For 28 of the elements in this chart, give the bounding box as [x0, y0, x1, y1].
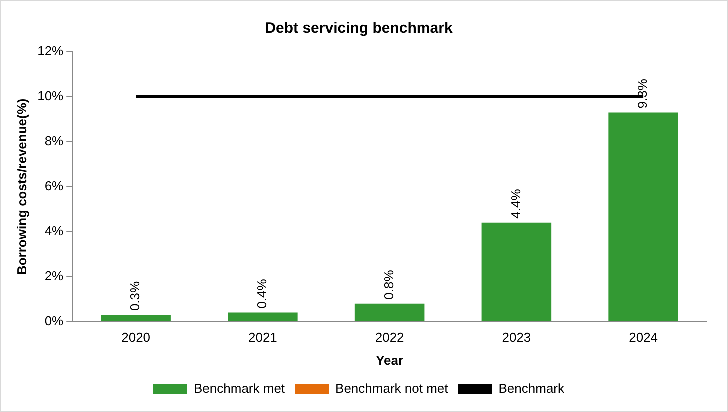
bar [354, 304, 425, 322]
chart-title: Debt servicing benchmark [265, 20, 454, 38]
y-tick-label: 8% [44, 134, 64, 149]
legend-label: Benchmark not met [336, 381, 449, 396]
y-tick-label: 2% [44, 268, 64, 284]
bar [482, 222, 552, 322]
bar [101, 315, 171, 322]
data-label: 9.3% [635, 78, 650, 109]
x-tick-label: 2020 [122, 330, 151, 346]
x-tick-label: 2024 [629, 330, 658, 346]
x-axis-title: Year [376, 352, 404, 368]
data-label: 0.3% [128, 280, 143, 312]
legend-label: Benchmark met [194, 381, 286, 396]
x-tick-label: 2023 [502, 330, 532, 346]
y-tick-label: 12% [38, 44, 64, 59]
data-label: 0.4% [254, 278, 270, 309]
y-axis-title: Borrowing costs/revenue(%) [14, 98, 30, 276]
y-tick-label: 10% [38, 88, 64, 104]
x-tick-label: 2022 [375, 330, 404, 346]
y-tick-label: 6% [44, 178, 64, 194]
x-tick-label: 2021 [248, 330, 278, 346]
data-label: 4.4% [508, 188, 524, 219]
y-tick-label: 0% [44, 313, 64, 328]
bar [228, 312, 298, 322]
bar [608, 112, 678, 322]
y-tick-label: 4% [44, 223, 64, 238]
legend-label: Benchmark [498, 381, 565, 396]
data-label: 0.8% [381, 270, 396, 300]
